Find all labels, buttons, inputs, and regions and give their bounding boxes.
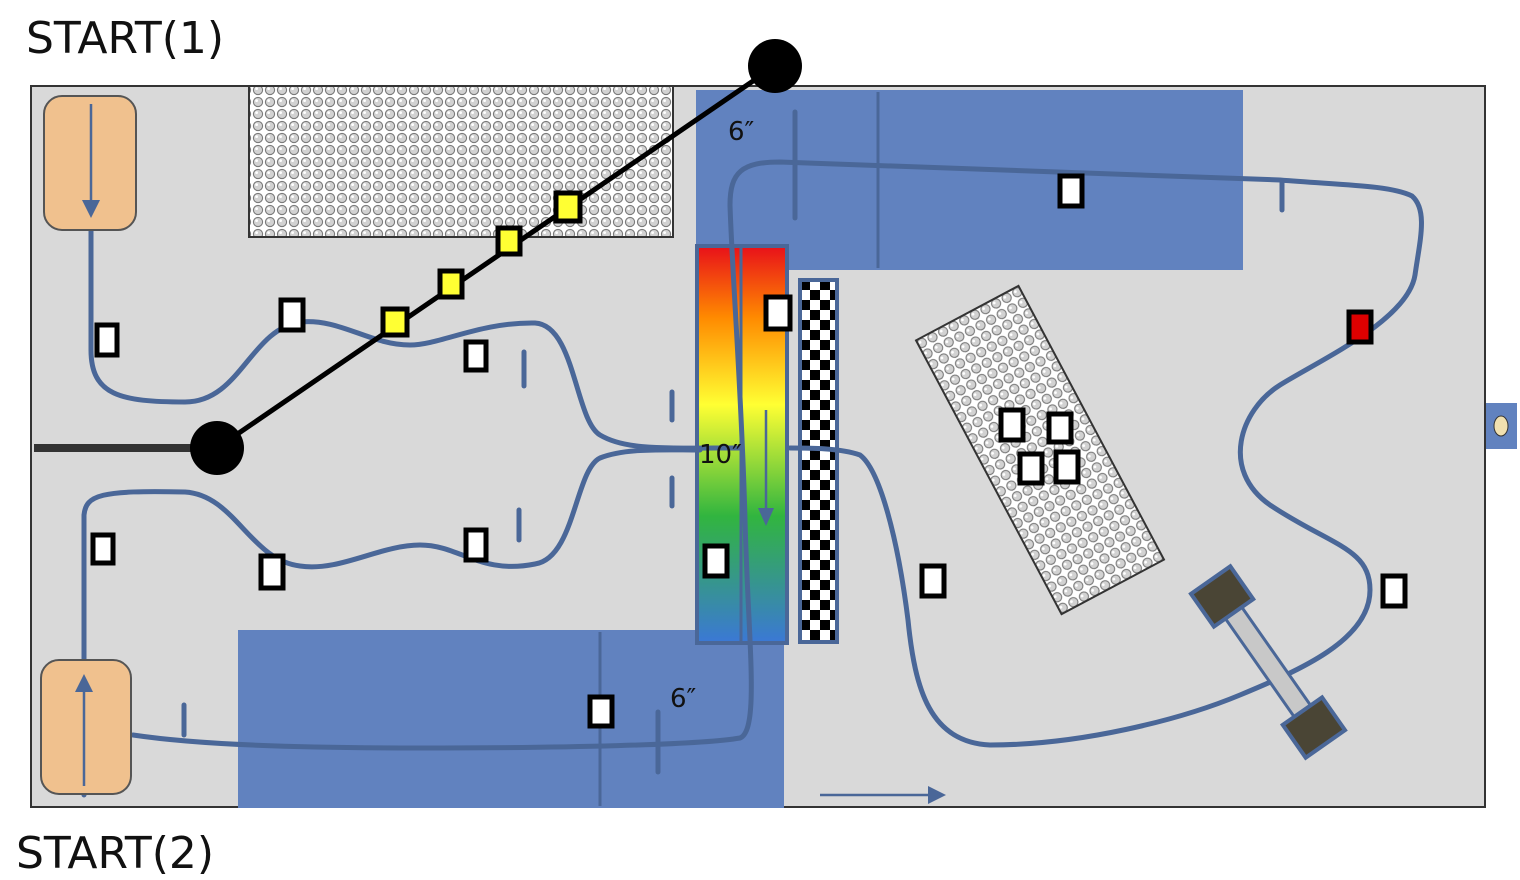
marker-12: [1046, 411, 1074, 445]
marker-yellow-2: [437, 268, 465, 300]
pivot-joint-bottom: [190, 421, 244, 475]
entry-bar: [34, 444, 216, 452]
checkered-strip: [798, 278, 839, 644]
start-2-label: START(2): [16, 828, 214, 879]
marker-15: [919, 563, 947, 599]
marker-11: [998, 407, 1026, 443]
dimension-ramp-label: 10″: [699, 440, 742, 470]
marker-10: [1057, 173, 1085, 209]
blue-zone-bottom: [238, 630, 784, 808]
start-pad-up-arrow-icon: [75, 674, 93, 786]
marker-13: [1017, 451, 1045, 486]
dumbbell-obstacle-icon: [1188, 563, 1348, 761]
marker-1: [94, 322, 120, 358]
pivot-joint-top: [748, 39, 802, 93]
rough-terrain-diagonal: [914, 284, 1166, 616]
direction-arrow-icon: [820, 786, 946, 804]
pivot-arm-icon: [215, 63, 777, 451]
dimension-bottom-label: 6″: [670, 684, 697, 714]
marker-14: [1053, 449, 1081, 485]
marker-yellow-1: [380, 306, 410, 338]
ramp-down-arrow-icon: [758, 410, 774, 526]
track-start1-upper: [88, 95, 743, 451]
marker-16: [1380, 573, 1408, 609]
marker-2: [278, 297, 306, 333]
rough-terrain-top: [248, 85, 674, 238]
dimension-top-label: 6″: [728, 117, 755, 147]
marker-3: [463, 339, 489, 373]
track-lower-left: [81, 447, 703, 798]
blue-zone-top: [696, 90, 1243, 270]
marker-9: [702, 543, 730, 579]
side-connector-icon: [1486, 403, 1517, 449]
track-bottom-return: [130, 159, 1424, 751]
marker-6: [463, 527, 489, 563]
marker-5: [258, 553, 286, 591]
marker-7: [587, 694, 615, 729]
start-pad-2: [40, 659, 132, 795]
marker-yellow-4: [553, 190, 583, 224]
marker-yellow-3: [495, 225, 523, 257]
marker-4: [90, 532, 116, 566]
start-pad-down-arrow-icon: [82, 104, 100, 218]
start-1-label: START(1): [26, 13, 224, 64]
marker-8: [763, 294, 793, 332]
marker-red: [1346, 309, 1374, 345]
